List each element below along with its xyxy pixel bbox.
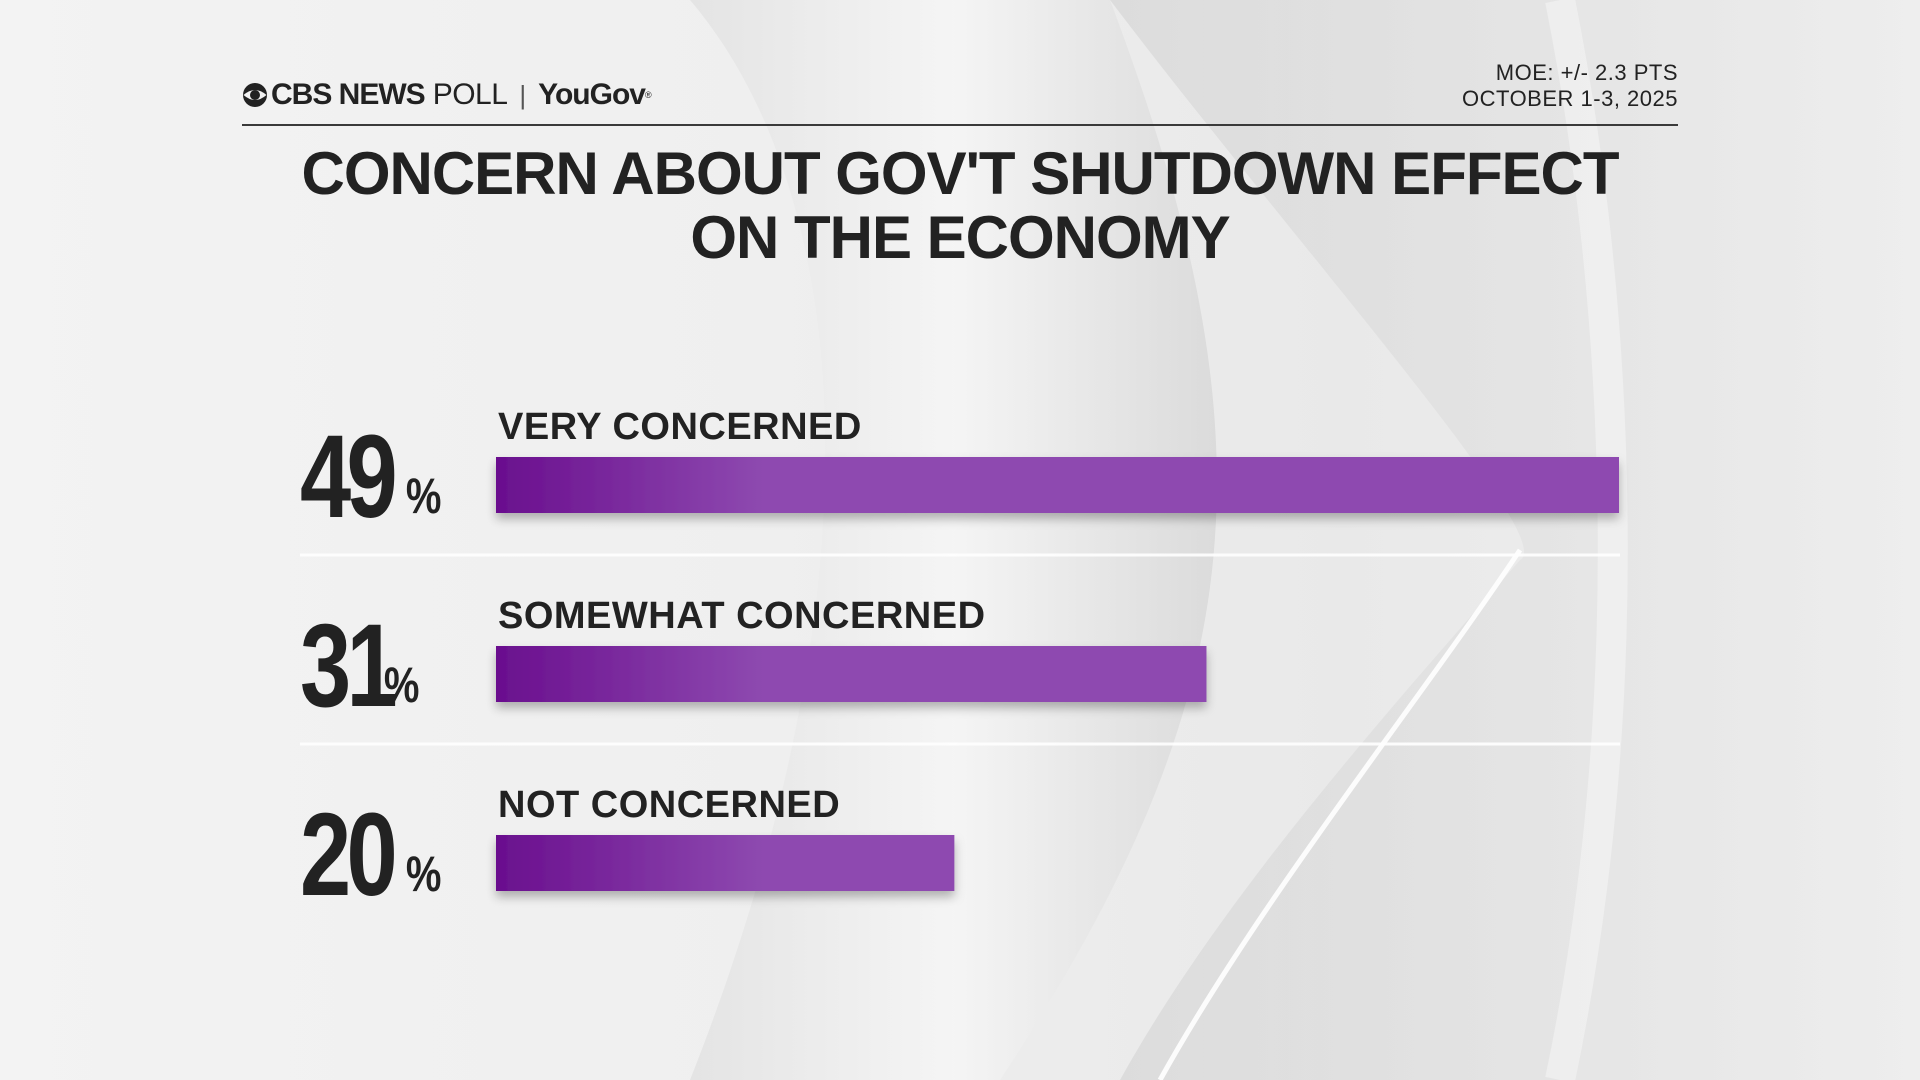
poll-header: CBS NEWS POLL | YouGov ® MOE: +/- 2.3 PTS… — [242, 60, 1678, 126]
margin-of-error: MOE: +/- 2.3 PTS — [1495, 60, 1678, 85]
brand-separator: | — [519, 79, 527, 110]
bar-category-label: NOT CONCERNED — [498, 784, 840, 826]
chart-title-line-1: CONCERN ABOUT GOV'T SHUTDOWN EFFECT — [301, 140, 1620, 207]
bar — [496, 835, 955, 891]
bar — [496, 457, 1619, 513]
brand-poll: POLL — [432, 78, 508, 111]
chart-title-line-2: ON THE ECONOMY — [690, 204, 1230, 271]
bar-category-label: VERY CONCERNED — [498, 406, 862, 448]
registered-mark-icon: ® — [644, 90, 652, 100]
cbs-eye-icon — [243, 83, 267, 107]
brand-yougov: YouGov — [538, 78, 646, 111]
poll-dates: OCTOBER 1-3, 2025 — [1462, 86, 1678, 111]
bar-row: 20 % NOT CONCERNED — [300, 784, 955, 921]
percent-sign: % — [384, 657, 420, 713]
chart-title: CONCERN ABOUT GOV'T SHUTDOWN EFFECT ON T… — [242, 142, 1678, 270]
bar-row: 49 % VERY CONCERNED — [300, 406, 1619, 543]
poll-meta: MOE: +/- 2.3 PTS OCTOBER 1-3, 2025 — [1462, 60, 1678, 112]
poll-brand: CBS NEWS POLL | YouGov ® — [242, 78, 652, 112]
percent-sign: % — [406, 468, 442, 524]
bar-value-label: 49 — [300, 411, 394, 543]
bar-category-label: SOMEWHAT CONCERNED — [498, 595, 986, 637]
bar — [496, 646, 1207, 702]
bar-row: 31% SOMEWHAT CONCERNED — [300, 595, 1207, 732]
bar-value-label: 20 — [300, 789, 394, 921]
brand-cbs-news: CBS NEWS — [271, 78, 426, 111]
bar-value-label: 31 — [300, 600, 395, 732]
percent-sign: % — [406, 846, 442, 902]
